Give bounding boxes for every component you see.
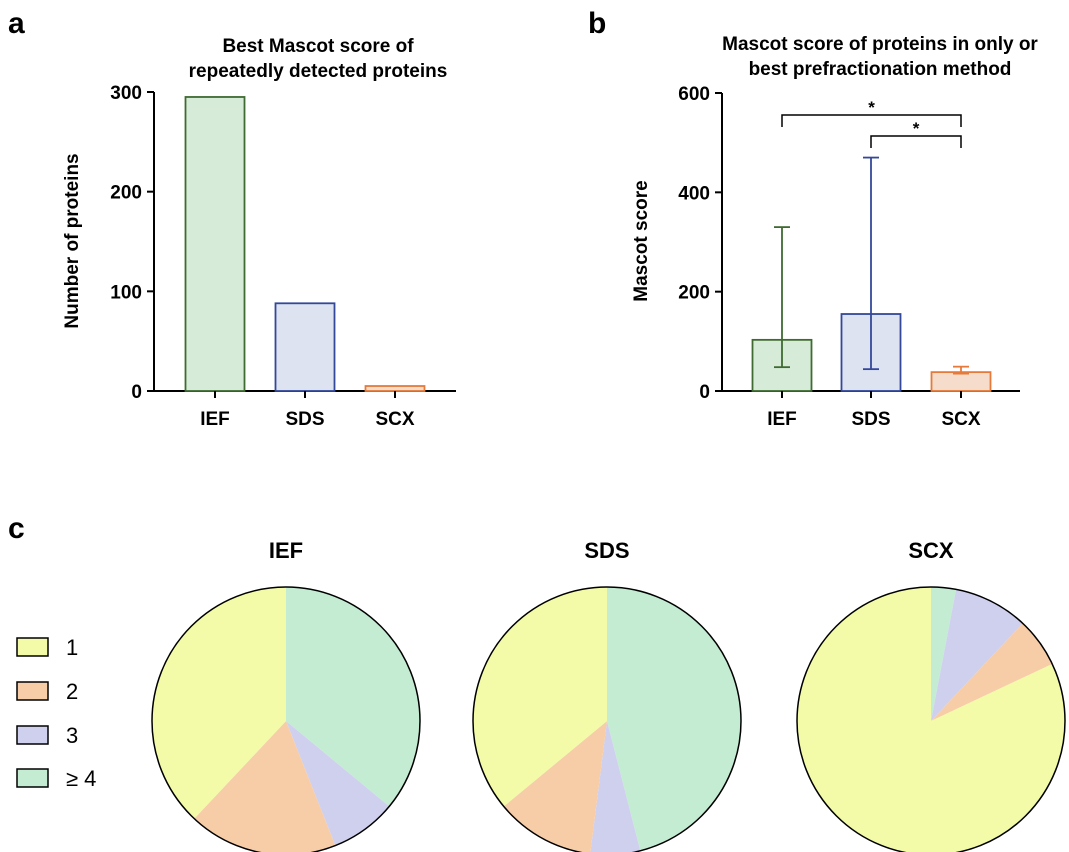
legend-label-2: 2 <box>66 679 78 704</box>
chart-a-xtick-label-sds: SDS <box>285 409 324 430</box>
pie-ief-slice-3 <box>286 721 390 846</box>
chart-b-significance-bracket-0 <box>781 114 962 127</box>
chart-a-title-line2: repeatedly detected proteins <box>189 61 448 82</box>
panel-label-c: c <box>8 512 25 545</box>
chart-a-y-axis-label: Number of proteins <box>62 153 83 328</box>
chart-a-bar-ief <box>184 96 246 392</box>
pie-scx-slice-3 <box>931 589 1023 721</box>
panel-label-b: b <box>588 7 606 40</box>
bar-chart-b: Mascot score of proteins in only or best… <box>631 34 1038 430</box>
legend-label-3: 3 <box>66 723 78 748</box>
chart-a-ytick-label-0: 0 <box>131 382 142 403</box>
chart-b-bar-scx <box>930 371 992 392</box>
pie-ief-title: IEF <box>269 538 303 563</box>
legend-label-4: ≥ 4 <box>66 766 96 791</box>
panel-label-a: a <box>8 7 25 40</box>
chart-b-y-axis-label: Mascot score <box>631 180 652 301</box>
chart-a-ytick-label-2: 200 <box>110 183 142 204</box>
pie-charts: IEF SDS SCX <box>151 538 1066 852</box>
legend-swatch-2 <box>16 681 49 701</box>
pie-sds-slice-ge4 <box>607 587 741 851</box>
pie-ief-outline <box>151 586 421 852</box>
pie-sds-title: SDS <box>584 538 629 563</box>
pie-scx-slice-1 <box>797 587 1065 852</box>
chart-b-significance-bracket-1 <box>870 135 962 148</box>
chart-a-xtick-label-ief: IEF <box>200 409 230 430</box>
chart-b-ytick-label-1: 200 <box>678 283 710 304</box>
chart-b-title-line2: best prefractionation method <box>749 59 1012 80</box>
chart-b-significance-star-0: * <box>868 98 875 117</box>
chart-b-ytick-label-0: 0 <box>699 382 710 403</box>
chart-b-title-line1: Mascot score of proteins in only or <box>722 34 1038 55</box>
pie-ief-slice-2 <box>194 721 336 852</box>
legend-swatch-3 <box>16 725 49 745</box>
chart-b-ytick-label-2: 400 <box>678 183 710 204</box>
legend: 1 2 3 ≥ 4 <box>16 635 96 791</box>
pie-sds-outline <box>472 586 742 852</box>
chart-b-significance-star-1: * <box>913 119 920 138</box>
chart-b-xtick-label-scx: SCX <box>941 409 980 430</box>
chart-b-xtick-label-sds: SDS <box>851 409 890 430</box>
pie-scx-slice-ge4 <box>931 587 957 721</box>
legend-label-1: 1 <box>66 635 78 660</box>
chart-a-bar-scx <box>364 385 426 392</box>
chart-b-xtick-label-ief: IEF <box>767 409 797 430</box>
pie-sds-slice-2 <box>503 721 607 852</box>
pie-sds-slice-3 <box>590 721 641 852</box>
bar-chart-a: Best Mascot score of repeatedly detected… <box>62 36 456 430</box>
chart-a-ytick-label-3: 300 <box>110 83 142 104</box>
chart-a-xtick-label-scx: SCX <box>375 409 414 430</box>
pie-scx-outline <box>796 586 1066 852</box>
pie-scx-slice-2 <box>931 623 1053 721</box>
pie-ief-slice-1 <box>152 587 286 819</box>
chart-a-title-line1: Best Mascot score of <box>222 36 414 57</box>
legend-swatch-1 <box>16 637 49 657</box>
pie-scx-title: SCX <box>908 538 954 563</box>
chart-a-bar-sds <box>274 302 336 392</box>
pie-sds-slice-1 <box>473 587 607 807</box>
legend-swatch-4 <box>16 768 49 788</box>
chart-a-ytick-label-1: 100 <box>110 282 142 303</box>
pie-ief-slice-ge4 <box>286 587 420 807</box>
chart-b-ytick-label-3: 600 <box>678 84 710 105</box>
